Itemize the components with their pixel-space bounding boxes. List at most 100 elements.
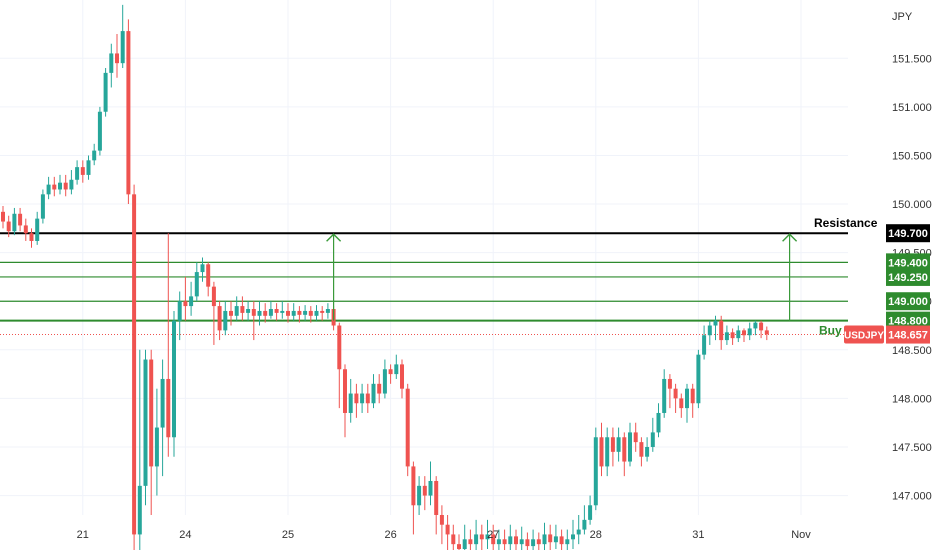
- price-axis[interactable]: JPY151.500151.000150.500150.000149.50014…: [892, 11, 932, 503]
- x-tick-label: 21: [77, 529, 89, 541]
- candle-body: [428, 480, 433, 496]
- candle-body: [514, 536, 518, 545]
- x-tick-label: 24: [179, 529, 191, 541]
- candle-body: [268, 309, 273, 316]
- candle-body: [753, 322, 758, 329]
- candle-body: [673, 388, 678, 399]
- candle-body: [394, 364, 399, 375]
- candle-body: [496, 539, 501, 545]
- candle-body: [92, 150, 97, 161]
- candle-body: [40, 194, 45, 219]
- resistance-label: Resistance: [814, 216, 878, 230]
- candle-body: [29, 233, 34, 241]
- x-tick-label: 25: [282, 529, 294, 541]
- candle-body: [354, 393, 359, 404]
- candle-body: [445, 524, 450, 535]
- symbol-tag: [844, 325, 884, 344]
- candle-body: [462, 539, 467, 550]
- last-price-text: 148.657: [888, 330, 928, 342]
- candle-body: [434, 480, 439, 515]
- x-tick-label: Nov: [791, 529, 811, 541]
- price-tag-text: 149.000: [888, 296, 928, 308]
- candle-body: [251, 309, 256, 316]
- arrow-head: [782, 233, 798, 242]
- candle-body: [97, 111, 102, 151]
- candle-body: [713, 320, 718, 326]
- candle-body: [536, 539, 541, 545]
- candle-body: [172, 320, 176, 438]
- time-axis[interactable]: 21 24 25 26 27 28 31 Nov: [77, 529, 812, 541]
- candle-body: [400, 364, 404, 389]
- candle-body: [58, 182, 62, 190]
- candle-body: [360, 393, 365, 404]
- candle-body: [166, 378, 171, 438]
- price-tag-text: 149.700: [888, 228, 928, 240]
- candle-body: [234, 306, 239, 316]
- price-tag-text: 149.250: [888, 272, 928, 284]
- candle-body: [599, 437, 604, 467]
- candle-body: [593, 437, 598, 506]
- candle-body: [120, 31, 125, 64]
- price-tag-text: 148.800: [888, 316, 928, 328]
- arrow-head: [326, 233, 342, 242]
- candle-body: [143, 359, 148, 486]
- candle-body: [531, 539, 536, 547]
- candle-body: [479, 534, 484, 540]
- candle-body: [263, 310, 268, 316]
- candle-body: [759, 322, 764, 331]
- candle-body: [86, 160, 91, 175]
- candle-body: [189, 296, 194, 307]
- candle-body: [571, 534, 575, 540]
- candle-body: [622, 437, 627, 462]
- candle-body: [457, 544, 461, 550]
- candle-body: [69, 179, 74, 190]
- candle-body: [1, 211, 5, 222]
- candle-body: [519, 539, 524, 545]
- candle-body: [639, 442, 644, 457]
- candle-body: [422, 485, 427, 496]
- resistance-price-tag: [886, 224, 930, 243]
- candle-body: [377, 383, 382, 394]
- x-tick-label: 28: [590, 529, 602, 541]
- candle-body: [417, 485, 422, 506]
- price-tag-text: 149.400: [888, 257, 928, 269]
- arrows: [326, 233, 798, 321]
- candle-body: [542, 534, 547, 545]
- horizontal-levels: [0, 232, 848, 322]
- candle-body: [223, 310, 228, 331]
- y-tick-label: 150.500: [892, 150, 932, 162]
- candle-body: [274, 309, 279, 313]
- candle-body: [194, 272, 199, 297]
- candle-body: [736, 330, 741, 339]
- candle-body: [23, 225, 28, 234]
- candle-body: [365, 393, 370, 404]
- candle-body: [690, 388, 695, 404]
- level-price-tag: [886, 253, 930, 272]
- candle-body: [246, 309, 251, 313]
- candle-body: [109, 53, 114, 73]
- candle-body: [633, 432, 638, 443]
- candle-body: [286, 310, 290, 316]
- candle-body: [451, 534, 456, 545]
- candle-body: [405, 388, 410, 467]
- candle-body: [485, 534, 490, 540]
- y-tick-label: 148.000: [892, 393, 932, 405]
- candle-body: [411, 466, 416, 506]
- candle-body: [616, 437, 621, 452]
- x-tick-label: 31: [692, 529, 704, 541]
- candle-body: [696, 354, 701, 404]
- candle-body: [582, 519, 587, 530]
- candle-body: [610, 437, 615, 452]
- candle-body: [719, 320, 724, 341]
- y-tick-label: 151.000: [892, 102, 932, 114]
- candle-body: [240, 306, 245, 313]
- level-price-tag: [886, 292, 930, 311]
- candle-body: [103, 72, 108, 112]
- candle-body: [553, 536, 558, 543]
- y-tick-label: 151.500: [892, 53, 932, 65]
- candle-body: [662, 378, 667, 413]
- candle-body: [730, 332, 735, 339]
- candle-body: [75, 167, 80, 180]
- candle-body: [605, 437, 610, 467]
